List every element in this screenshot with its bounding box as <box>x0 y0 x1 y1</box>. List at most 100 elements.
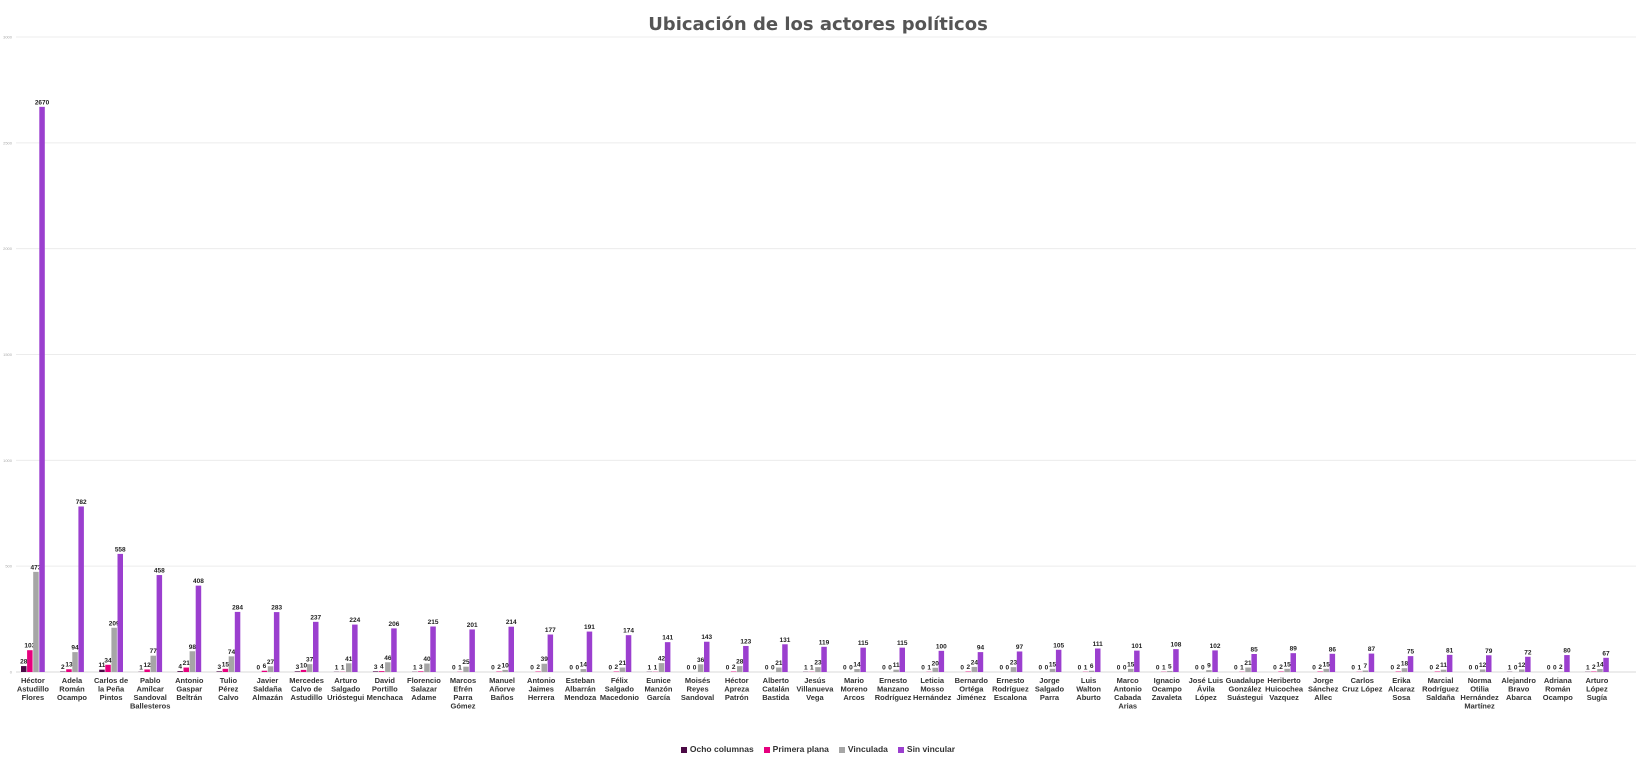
bar <box>1479 669 1486 672</box>
data-label: 782 <box>76 499 87 506</box>
bar <box>782 644 788 672</box>
data-label: 100 <box>936 643 947 650</box>
data-label: 0 <box>726 665 730 672</box>
x-tick-label: Ignacio Ocampo Zavaleta <box>1152 676 1183 702</box>
bar <box>1323 668 1329 672</box>
data-label: 14 <box>580 662 588 669</box>
bar <box>1407 656 1414 672</box>
data-label: 97 <box>1016 644 1024 651</box>
y-tick-label: 2500 <box>3 140 13 145</box>
bar <box>1290 653 1296 672</box>
bar <box>99 669 105 672</box>
data-label: 74 <box>228 649 236 656</box>
data-label: 0 <box>1475 665 1479 672</box>
x-tick-label: Jesús Villanueva Vega <box>796 676 834 702</box>
x-tick-label: Ernesto Manzano Rodríguez <box>875 676 912 702</box>
data-label: 46 <box>384 655 392 662</box>
x-tick-label: Leticia Mosso Hernández <box>913 676 952 702</box>
data-label: 2670 <box>35 99 50 106</box>
bar <box>1055 649 1062 672</box>
data-label: 79 <box>1485 648 1493 655</box>
x-tick-label: Jorge Salgado Parra <box>1035 676 1065 702</box>
data-label: 67 <box>1602 650 1610 657</box>
x-tick-label: Marco Antonio Cabada Arias <box>1114 676 1143 711</box>
data-label: 0 <box>608 665 612 672</box>
x-tick-label: Javier Saldaña Almazán <box>252 676 283 702</box>
data-label: 123 <box>740 638 751 645</box>
data-label: 14 <box>1596 662 1604 669</box>
data-label: 177 <box>545 627 556 634</box>
x-tick-label: Eunice Manzón García <box>645 676 673 702</box>
bar <box>273 612 280 672</box>
data-label: 191 <box>584 624 595 631</box>
bar <box>625 635 632 672</box>
bar <box>346 663 352 672</box>
legend-swatch <box>763 746 770 753</box>
legend-swatch <box>897 746 904 753</box>
data-label: 20 <box>932 660 940 667</box>
x-tick-label: Héctor Astudillo Flores <box>17 676 49 702</box>
data-label: 12 <box>1518 662 1526 669</box>
bar <box>1564 655 1570 672</box>
data-label: 0 <box>569 665 573 672</box>
data-label: 2 <box>1397 664 1401 671</box>
legend-label: Sin vincular <box>906 744 956 754</box>
data-label: 2 <box>61 664 65 671</box>
data-label: 209 <box>109 620 120 627</box>
bar <box>352 624 358 672</box>
data-label: 224 <box>349 617 360 624</box>
data-label: 143 <box>701 634 712 641</box>
bar <box>39 106 45 673</box>
bar <box>580 669 587 672</box>
bar <box>502 669 508 672</box>
data-label: 131 <box>780 637 791 644</box>
data-label: 21 <box>619 660 627 667</box>
data-label: 3 <box>419 664 423 671</box>
bar <box>586 631 593 672</box>
bar <box>1446 654 1453 672</box>
data-label: 27 <box>267 659 275 666</box>
data-label: 1 <box>139 664 143 671</box>
data-label: 2 <box>1559 664 1563 671</box>
data-label: 94 <box>977 645 985 652</box>
x-tick-label: Marcos Efrén Parra Gómez <box>450 676 476 711</box>
data-label: 458 <box>154 568 165 575</box>
bar <box>1603 657 1609 672</box>
data-label: 1 <box>335 664 339 671</box>
legend-label: Primera plana <box>772 744 829 754</box>
data-label: 89 <box>1290 646 1298 653</box>
x-tick-label: Moisés Reyes Sandoval <box>681 676 714 702</box>
data-label: 215 <box>428 619 439 626</box>
data-label: 25 <box>462 659 470 666</box>
bar <box>547 634 554 672</box>
bar <box>1329 653 1336 672</box>
data-label: 473 <box>31 564 42 571</box>
data-label: 1 <box>458 664 462 671</box>
legend-item: Sin vincular <box>897 744 956 754</box>
data-label: 284 <box>232 604 243 611</box>
data-label: 0 <box>491 665 495 672</box>
data-label: 111 <box>1093 641 1104 648</box>
x-tick-label: Esteban Albarrán Mendoza <box>564 676 597 702</box>
bar <box>78 506 84 672</box>
x-tick-label: Arturo Salgado Urióstegui <box>327 676 364 702</box>
data-label: 0 <box>1117 665 1121 672</box>
data-label: 206 <box>389 621 400 628</box>
legend-swatch <box>680 746 687 753</box>
data-label: 81 <box>1446 647 1454 654</box>
legend-item: Vinculada <box>838 744 888 754</box>
data-label: 21 <box>775 660 783 667</box>
y-tick-label: 3000 <box>3 35 13 40</box>
data-label: 0 <box>687 665 691 672</box>
data-label: 0 <box>1273 665 1277 672</box>
bar <box>144 669 150 672</box>
legend-item: Ocho columnas <box>680 744 754 754</box>
bar <box>418 671 424 672</box>
bar <box>971 666 978 672</box>
data-label: 2 <box>1592 664 1596 671</box>
data-label: 0 <box>843 665 847 672</box>
legend-swatch <box>838 746 845 753</box>
data-label: 94 <box>71 645 79 652</box>
